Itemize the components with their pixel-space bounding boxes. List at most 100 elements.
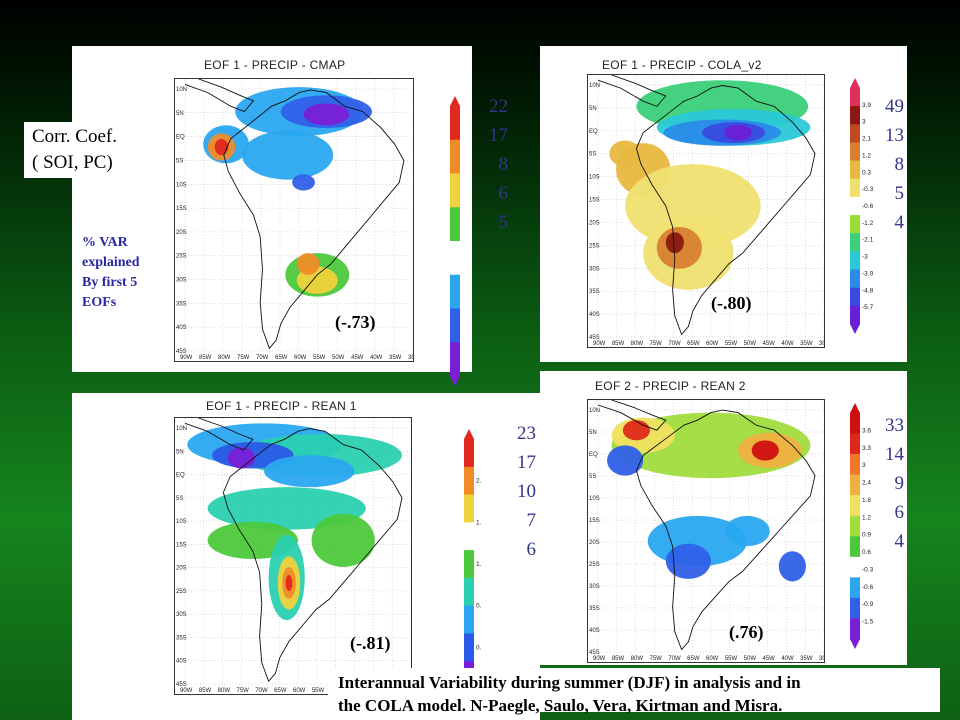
lon-tick: 80W	[631, 341, 644, 347]
lat-tick: 45S	[176, 349, 187, 355]
lon-tick: 55W	[725, 341, 738, 347]
lon-tick: 70W	[256, 355, 269, 361]
lat-tick: 5S	[176, 158, 183, 164]
lat-tick: 5N	[176, 449, 184, 455]
colorbar-label: 1.2	[862, 152, 871, 159]
lat-tick: 20S	[589, 220, 600, 226]
pct-value: 17	[517, 452, 536, 473]
lat-tick: EQ	[176, 135, 185, 141]
colorbar-label: 0.6	[862, 549, 871, 556]
caption: Interannual Variability during summer (D…	[328, 668, 940, 715]
lat-tick: 5S	[589, 474, 596, 480]
colorbar-label: -3	[862, 254, 868, 261]
colorbar-label: 0.3	[862, 169, 871, 176]
corr-rean1: (-.81)	[350, 633, 391, 653]
pct-value: 13	[885, 125, 904, 146]
corr-cola: (-.80)	[711, 293, 752, 313]
lon-tick: 45W	[763, 341, 776, 347]
lat-tick: EQ	[176, 473, 185, 479]
colorbar-label: -0.3	[862, 566, 874, 573]
lon-tick: 35W	[389, 355, 402, 361]
panel-title: EOF 2 - PRECIP - REAN 2	[595, 379, 746, 393]
lon-tick: 30W	[408, 355, 413, 361]
colorbar-label: 1.8	[862, 497, 871, 504]
lon-tick: 30W	[819, 341, 824, 347]
panel-cmap: EOF 1 - PRECIP - CMAP 10N 5N EQ 5S 10S 15S 20S…	[72, 46, 472, 386]
lat-tick: 40S	[589, 628, 600, 634]
pct-value: 49	[885, 96, 904, 117]
colorbar-label: 3.3	[862, 445, 871, 452]
colorbar-label: 2.1	[862, 136, 871, 143]
pct-value: 5	[498, 212, 509, 233]
panel-title: EOF 1 - PRECIP - CMAP	[204, 58, 346, 72]
lon-tick: 90W	[593, 341, 606, 347]
colorbar-label: -3.9	[862, 270, 874, 277]
lon-tick: 65W	[274, 688, 287, 694]
lon-tick: 60W	[706, 341, 719, 347]
lon-tick: 45W	[351, 355, 364, 361]
colorbar-label: 3.9	[862, 102, 871, 109]
lat-tick: 45S	[176, 682, 187, 688]
colorbar-label: 1.2	[862, 514, 871, 521]
colorbar-label: 3.6	[862, 427, 871, 434]
lat-tick: 10S	[176, 519, 187, 525]
lon-tick: 90W	[180, 688, 193, 694]
lon-tick: 70W	[668, 656, 681, 662]
colorbar-label: 0.	[476, 603, 482, 610]
lon-tick: 70W	[668, 341, 681, 347]
map-rean1: 10N 5N EQ 5S 10S 15S 20S 25S 30S 35S 40S 45S 90W 85W 8…	[174, 417, 412, 695]
var-note-line: explained	[82, 255, 140, 270]
lon-tick: 35W	[800, 341, 813, 347]
lon-tick: 80W	[218, 688, 231, 694]
lon-tick: 45W	[763, 656, 776, 662]
map-cola: 10N 5N EQ 5S 10S 15S 20S 25S 30S 35S 40S 45S 90W 85W 8…	[587, 74, 825, 348]
pct-value: 22	[489, 96, 508, 117]
lon-tick: 50W	[744, 341, 757, 347]
colorbar-label: -0.6	[862, 584, 874, 591]
lon-tick: 50W	[332, 355, 345, 361]
lat-tick: 5N	[176, 111, 184, 117]
pct-value: 17	[489, 125, 508, 146]
lon-tick: 40W	[370, 355, 383, 361]
corr-label-line: Corr. Coef.	[32, 126, 117, 147]
colorbar-label: 2.4	[862, 480, 871, 487]
lat-tick: 15S	[176, 542, 187, 548]
lat-tick: 35S	[176, 301, 187, 307]
pct-column-rean2: 33 14 9 6 4	[870, 411, 904, 556]
lat-tick: 45S	[589, 650, 600, 656]
lon-tick: 85W	[612, 341, 625, 347]
lon-tick: 75W	[237, 688, 250, 694]
lon-tick: 60W	[293, 688, 306, 694]
panel-cola: EOF 1 - PRECIP - COLA_v2 10N 5N EQ 5S 10S 15S…	[540, 46, 907, 362]
lon-tick: 90W	[593, 656, 606, 662]
lat-tick: 15S	[176, 206, 187, 212]
lon-tick: 30W	[819, 656, 824, 662]
pct-value: 14	[885, 444, 904, 465]
panel-rean2: EOF 2 - PRECIP - REAN 2 10N 5N EQ 5S 10S 15S 2…	[540, 371, 907, 665]
corr-rean2: (.76)	[729, 622, 764, 642]
lon-tick: 85W	[199, 688, 212, 694]
corr-label-box: Corr. Coef. ( SOI, PC)	[24, 122, 164, 178]
lon-tick: 65W	[687, 341, 700, 347]
lat-tick: 5S	[176, 496, 183, 502]
pct-value: 6	[526, 539, 537, 560]
pct-value: 6	[894, 502, 905, 523]
var-note-line: EOFs	[82, 295, 117, 310]
lat-tick: 5N	[589, 106, 597, 112]
lon-tick: 35W	[800, 656, 813, 662]
lat-tick: 40S	[589, 312, 600, 318]
lat-tick: 10S	[589, 175, 600, 181]
lon-tick: 90W	[180, 355, 193, 361]
colorbar-label: -2.1	[862, 237, 874, 244]
lon-tick: 40W	[781, 341, 794, 347]
pct-value: 7	[526, 510, 537, 531]
lat-tick: 35S	[589, 289, 600, 295]
lon-tick: 75W	[237, 355, 250, 361]
lat-tick: 5S	[589, 152, 596, 158]
lat-tick: 30S	[589, 266, 600, 272]
var-note-line: By first 5	[82, 275, 138, 290]
pct-column-cola: 49 13 8 5 4	[870, 92, 904, 237]
pct-value: 8	[498, 154, 509, 175]
lat-tick: 10S	[176, 182, 187, 188]
colorbar-label: -4.8	[862, 287, 874, 294]
